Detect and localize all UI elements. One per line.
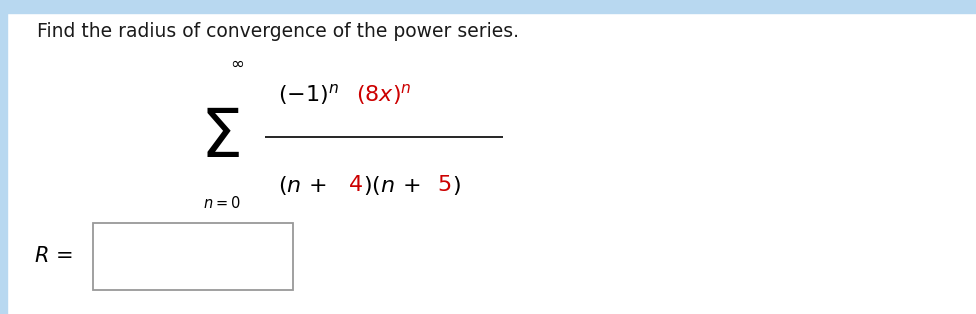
- Text: $\infty$: $\infty$: [230, 54, 244, 72]
- Text: $(8x)^n$: $(8x)^n$: [356, 82, 412, 107]
- Text: $n = 0$: $n = 0$: [203, 195, 241, 210]
- Text: $(-1)^n$: $(-1)^n$: [278, 82, 340, 107]
- Text: $5$: $5$: [437, 174, 452, 196]
- Text: $(n\,+\,$: $(n\,+\,$: [278, 174, 327, 197]
- Text: $)$: $)$: [452, 174, 461, 197]
- Text: $)(n\,+\,$: $)(n\,+\,$: [363, 174, 421, 197]
- Bar: [93, 223, 293, 290]
- Bar: [0, 0, 7, 314]
- Bar: [0, 0, 976, 13]
- Text: Find the radius of convergence of the power series.: Find the radius of convergence of the po…: [37, 22, 519, 41]
- Text: $\Sigma$: $\Sigma$: [200, 105, 239, 171]
- Text: $4$: $4$: [348, 174, 363, 196]
- Text: $\mathit{R}$ =: $\mathit{R}$ =: [34, 246, 72, 266]
